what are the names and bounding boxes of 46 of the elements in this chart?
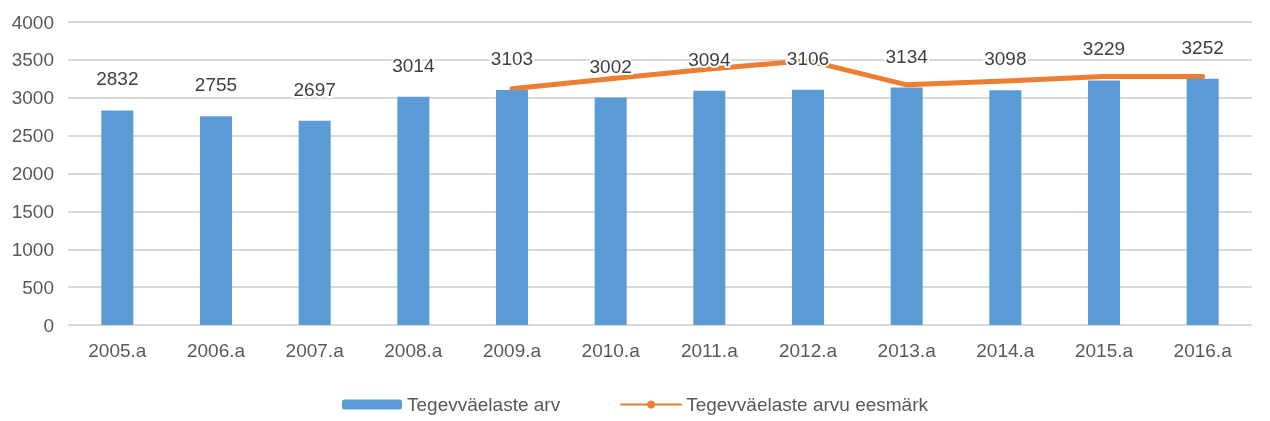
bar — [1088, 80, 1120, 325]
data-label: 3103 — [490, 47, 534, 69]
bar — [200, 116, 232, 325]
x-tick-label: 2015.a — [1074, 340, 1134, 361]
y-tick-label: 2500 — [11, 125, 54, 147]
x-tick-label: 2009.a — [482, 340, 542, 361]
y-tick-label: 1500 — [11, 200, 54, 222]
x-tick-label: 2005.a — [88, 340, 147, 361]
bar — [693, 90, 726, 325]
x-tick-label: 2016.a — [1173, 340, 1233, 361]
data-label: 2755 — [194, 74, 238, 96]
data-label: 3014 — [392, 54, 435, 76]
x-tick-label: 2011.a — [680, 340, 739, 361]
bar — [890, 87, 923, 325]
y-tick-label: 0 — [43, 314, 54, 336]
legend-label: Tegevväelaste arv — [407, 394, 561, 415]
data-label: 3002 — [589, 55, 632, 77]
data-label: 2697 — [293, 78, 336, 100]
bar — [989, 90, 1022, 325]
bar — [1186, 78, 1219, 325]
bar — [792, 89, 824, 325]
data-label: 3252 — [1181, 36, 1224, 58]
data-label: 3229 — [1082, 38, 1126, 60]
bar — [101, 110, 134, 325]
x-tick-label: 2014.a — [976, 340, 1035, 361]
x-tick-label: 2012.a — [778, 340, 838, 361]
x-tick-label: 2007.a — [285, 340, 345, 361]
y-tick-label: 2000 — [11, 163, 54, 184]
bar — [298, 120, 331, 325]
y-tick-label: 3500 — [11, 49, 54, 71]
y-tick-label: 4000 — [11, 11, 54, 33]
y-tick-label: 1000 — [11, 238, 54, 260]
x-tick-label: 2010.a — [581, 340, 641, 361]
x-tick-label: 2008.a — [384, 340, 443, 361]
data-label: 3094 — [688, 48, 731, 70]
y-tick-label: 3000 — [11, 87, 54, 109]
x-tick-label: 2006.a — [186, 340, 246, 361]
data-label: 3134 — [885, 45, 929, 67]
legend-label: Tegevväelaste arvu eesmärk — [686, 394, 929, 415]
bar — [496, 89, 528, 325]
bar — [397, 96, 430, 325]
bar — [594, 97, 627, 325]
x-tick-label: 2013.a — [877, 340, 937, 361]
data-label: 3098 — [984, 48, 1027, 70]
y-tick-label: 500 — [22, 276, 54, 298]
data-label: 2832 — [96, 68, 139, 90]
